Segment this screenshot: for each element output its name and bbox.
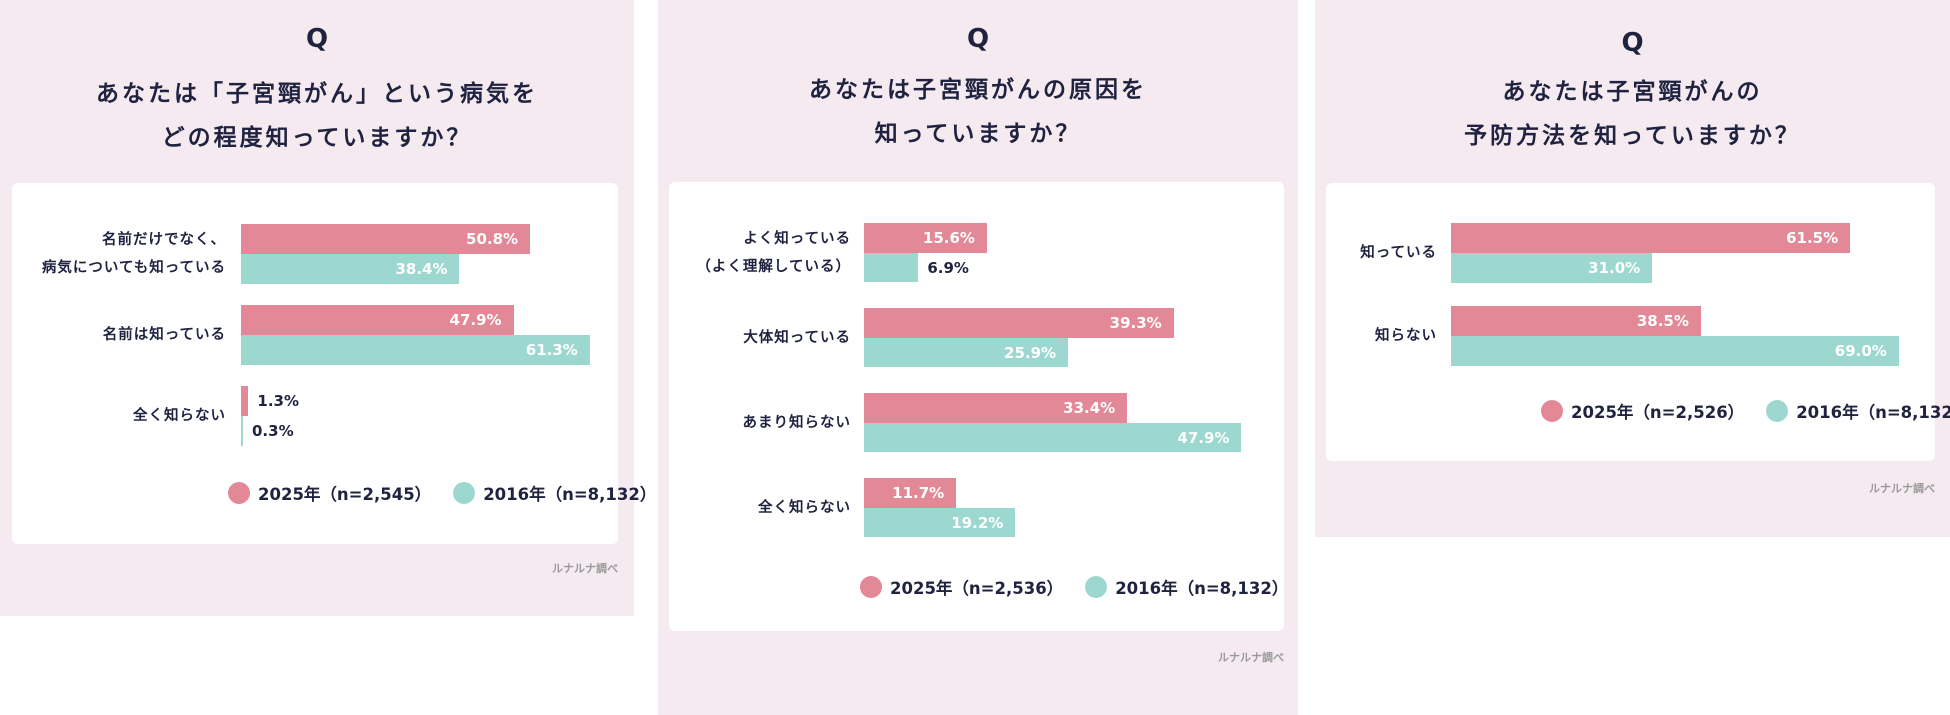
value-label: 25.9% [1004, 343, 1057, 362]
question-marker: Q [305, 24, 329, 54]
legend-label: 2016年（n=8,132） [1796, 403, 1950, 422]
chart-title-line: どの程度知っていますか？ [161, 125, 473, 151]
bar-2016 [1451, 336, 1899, 366]
bar-2016 [864, 507, 1016, 537]
legend-item: 2016年（n=8,132） [1766, 399, 1950, 423]
legend-swatch-icon [860, 576, 882, 598]
bar-2016 [241, 254, 460, 284]
value-label: 38.4% [395, 260, 448, 278]
legend-item: 2025年（n=2,545） [228, 481, 431, 505]
legend: 2025年（n=2,536） 2016年（n=8,132） [860, 575, 1288, 599]
bar-2016 [864, 422, 1242, 452]
legend-item: 2016年（n=8,132） [1085, 575, 1288, 599]
bar-2025 [241, 305, 514, 335]
chart-panel: Q あなたは「子宮頸がん」という病気を どの程度知っていますか？ 名前だけでなく、 病… [0, 0, 656, 616]
value-label: 50.8% [466, 230, 519, 248]
category-label: よく知っている （よく理解している） [696, 230, 851, 275]
bar-2025 [1451, 223, 1851, 253]
legend-label: 2025年（n=2,545） [258, 485, 432, 504]
value-label: 61.5% [1786, 229, 1839, 247]
legend-label: 2016年（n=8,132） [1115, 579, 1289, 598]
value-label: 69.0% [1834, 342, 1887, 360]
value-label: 11.7% [892, 484, 945, 502]
bar-2016 [241, 416, 243, 446]
legend-item: 2025年（n=2,526） [1541, 399, 1744, 423]
chart-title-line: 知っていますか？ [874, 121, 1082, 147]
legend-swatch-icon [228, 482, 250, 504]
value-label: 1.3% [257, 392, 299, 410]
bar-2025 [864, 478, 957, 508]
bar-2025 [864, 393, 1128, 423]
chart-title-line: 予防方法を知っていますか？ [1464, 123, 1801, 149]
chart-title-line: あなたは子宮頸がんの [1502, 79, 1763, 105]
legend-swatch-icon [1085, 576, 1108, 598]
value-label: 47.9% [449, 311, 502, 329]
value-label: 33.4% [1063, 399, 1116, 417]
chart-title-line: あなたは「子宮頸がん」という病気を [96, 81, 538, 107]
question-marker: Q [1621, 28, 1644, 58]
category-label: 知らない [1375, 328, 1437, 344]
legend-label: 2025年（n=2,536） [890, 579, 1064, 598]
chart-panel: Q あなたは子宮頸がんの予防方法を知っていますか？ 知っている 61.5% 31.0% 知… [1315, 0, 1950, 537]
chart-panel: Q あなたは子宮頸がんの原因を 知っていますか？ よく知っている （よく理解している）… [658, 0, 1298, 715]
value-label: 31.0% [1588, 259, 1641, 277]
value-label: 0.3% [252, 422, 294, 440]
category-label: 名前は知っている [102, 327, 226, 343]
legend-label: 2025年（n=2,526） [1571, 403, 1745, 422]
value-label: 38.5% [1636, 312, 1689, 330]
value-label: 47.9% [1177, 428, 1230, 447]
bar-2016 [864, 337, 1069, 367]
bar-2025 [864, 223, 987, 253]
bar-2025 [241, 386, 249, 416]
category-label: 全く知らない [758, 499, 851, 516]
legend-item: 2016年（n=8,132） [453, 481, 656, 505]
value-label: 61.3% [525, 341, 578, 359]
category-label: あまり知らない [742, 414, 851, 431]
source-note: ルナルナ調べ [552, 562, 618, 575]
bar-2016 [864, 252, 919, 282]
question-marker: Q [966, 24, 990, 54]
value-label: 19.2% [951, 513, 1004, 532]
legend-swatch-icon [1541, 400, 1563, 422]
category-label: 名前だけでなく、 病気についても知っている [41, 232, 226, 276]
legend: 2025年（n=2,526） 2016年（n=8,132） [1541, 399, 1950, 423]
chart-title-line: あなたは子宮頸がんの原因を [809, 77, 1147, 103]
legend-swatch-icon [1766, 400, 1789, 422]
source-note: ルナルナ調べ [1218, 651, 1284, 664]
legend: 2025年（n=2,545） 2016年（n=8,132） [228, 481, 656, 505]
bar-2016 [241, 335, 590, 365]
category-label: 全く知らない [133, 408, 226, 424]
bar-2025 [1451, 306, 1701, 336]
value-label: 39.3% [1109, 314, 1162, 332]
category-label: 大体知っている [743, 329, 851, 346]
value-label: 15.6% [922, 229, 975, 247]
bar-2025 [241, 224, 531, 254]
category-label: 知っている [1360, 245, 1437, 261]
legend-swatch-icon [453, 482, 476, 504]
legend-item: 2025年（n=2,536） [860, 575, 1063, 599]
value-label: 6.9% [927, 258, 969, 277]
bar-2016 [1451, 253, 1653, 283]
bar-2025 [864, 308, 1174, 338]
source-note: ルナルナ調べ [1869, 482, 1935, 495]
legend-label: 2016年（n=8,132） [483, 485, 657, 504]
